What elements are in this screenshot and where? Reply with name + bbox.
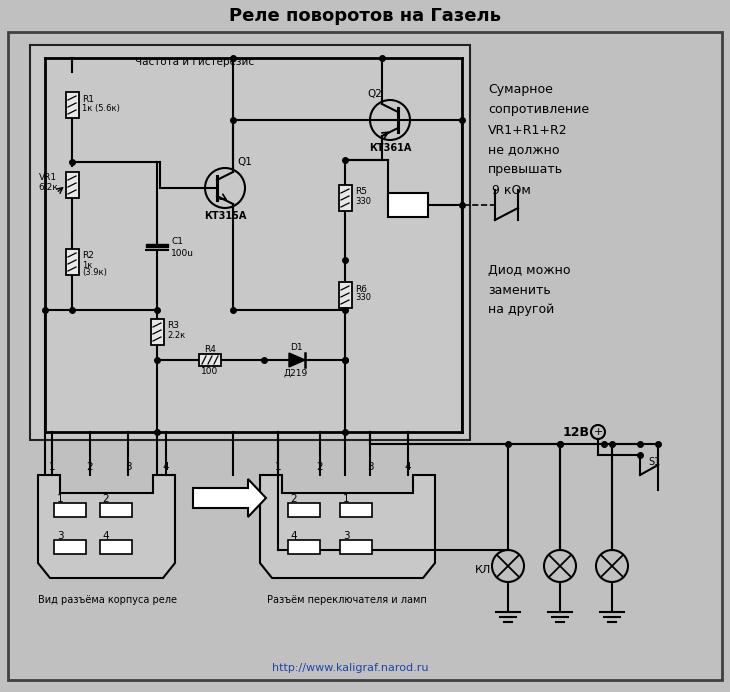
Text: Частота и гистерезис: Частота и гистерезис: [135, 57, 254, 67]
Text: превышать: превышать: [488, 163, 563, 176]
Text: Сумарное: Сумарное: [488, 84, 553, 96]
Text: Разъём переключателя и ламп: Разъём переключателя и ламп: [267, 595, 427, 605]
Text: 3: 3: [57, 531, 64, 541]
Text: 1: 1: [342, 494, 350, 504]
Text: 2: 2: [317, 462, 323, 472]
Text: 3: 3: [366, 462, 373, 472]
Text: 100: 100: [201, 367, 218, 376]
Text: 1к: 1к: [82, 260, 93, 269]
Text: R2: R2: [82, 251, 94, 260]
Text: 6.2к: 6.2к: [38, 183, 58, 192]
Text: 2: 2: [87, 462, 93, 472]
Bar: [100, 503, 132, 517]
Text: D1: D1: [290, 343, 302, 352]
Text: 12В: 12В: [563, 426, 590, 439]
Text: C1: C1: [171, 237, 183, 246]
Text: 2: 2: [103, 494, 110, 504]
Text: Д219: Д219: [284, 369, 308, 378]
Text: сопротивление: сопротивление: [488, 104, 589, 116]
Text: S1: S1: [648, 457, 660, 467]
Polygon shape: [260, 475, 435, 578]
Bar: [54, 540, 86, 554]
Text: R1: R1: [82, 95, 94, 104]
Text: Реле поворотов на Газель: Реле поворотов на Газель: [229, 7, 501, 25]
Text: КТ361А: КТ361А: [369, 143, 411, 153]
Text: VR1: VR1: [39, 172, 57, 181]
Bar: [30, 45, 470, 440]
Text: 1к (5.6к): 1к (5.6к): [82, 104, 120, 113]
Bar: [340, 503, 372, 517]
Bar: [151, 319, 164, 345]
Text: 100u: 100u: [171, 248, 194, 257]
Text: R6: R6: [355, 284, 367, 293]
Text: 330: 330: [355, 197, 371, 206]
Text: (3.9к): (3.9к): [82, 268, 107, 277]
Text: Q2: Q2: [367, 89, 382, 99]
Text: 1: 1: [274, 462, 281, 472]
Text: 4: 4: [103, 531, 110, 541]
Text: 4: 4: [163, 462, 169, 472]
Text: VR1+R1+R2: VR1+R1+R2: [488, 123, 568, 136]
Text: Rel1: Rel1: [397, 200, 419, 210]
Text: КТ315А: КТ315А: [204, 211, 246, 221]
Bar: [100, 540, 132, 554]
Text: 4: 4: [291, 531, 297, 541]
Bar: [288, 540, 320, 554]
Bar: [54, 503, 86, 517]
Bar: [199, 354, 221, 366]
Bar: [66, 92, 79, 118]
Text: не должно: не должно: [488, 143, 559, 156]
Polygon shape: [38, 475, 175, 578]
Text: 3: 3: [125, 462, 131, 472]
Text: R5: R5: [355, 188, 367, 197]
FancyArrow shape: [193, 479, 266, 517]
Text: Диод можно: Диод можно: [488, 264, 571, 277]
Text: 3: 3: [342, 531, 350, 541]
Polygon shape: [289, 353, 305, 367]
Text: КЛ: КЛ: [475, 565, 491, 575]
Text: 1: 1: [57, 494, 64, 504]
Text: 4: 4: [404, 462, 411, 472]
Text: 2: 2: [291, 494, 297, 504]
Bar: [339, 282, 352, 308]
Text: 330: 330: [355, 293, 371, 302]
Bar: [339, 185, 352, 211]
Text: +: +: [593, 427, 603, 437]
Text: 1: 1: [49, 462, 55, 472]
Bar: [388, 193, 428, 217]
Text: 2.2к: 2.2к: [167, 331, 185, 340]
Bar: [66, 172, 79, 198]
Text: http://www.kaligraf.narod.ru: http://www.kaligraf.narod.ru: [272, 663, 429, 673]
Bar: [66, 249, 79, 275]
Text: R3: R3: [167, 322, 179, 331]
Text: на другой: на другой: [488, 304, 554, 316]
Text: R4: R4: [204, 345, 216, 354]
Text: Q1: Q1: [237, 157, 252, 167]
Text: заменить: заменить: [488, 284, 550, 296]
Text: Вид разъёма корпуса реле: Вид разъёма корпуса реле: [37, 595, 177, 605]
Text: 9 кОм: 9 кОм: [488, 183, 531, 197]
Bar: [340, 540, 372, 554]
Bar: [288, 503, 320, 517]
